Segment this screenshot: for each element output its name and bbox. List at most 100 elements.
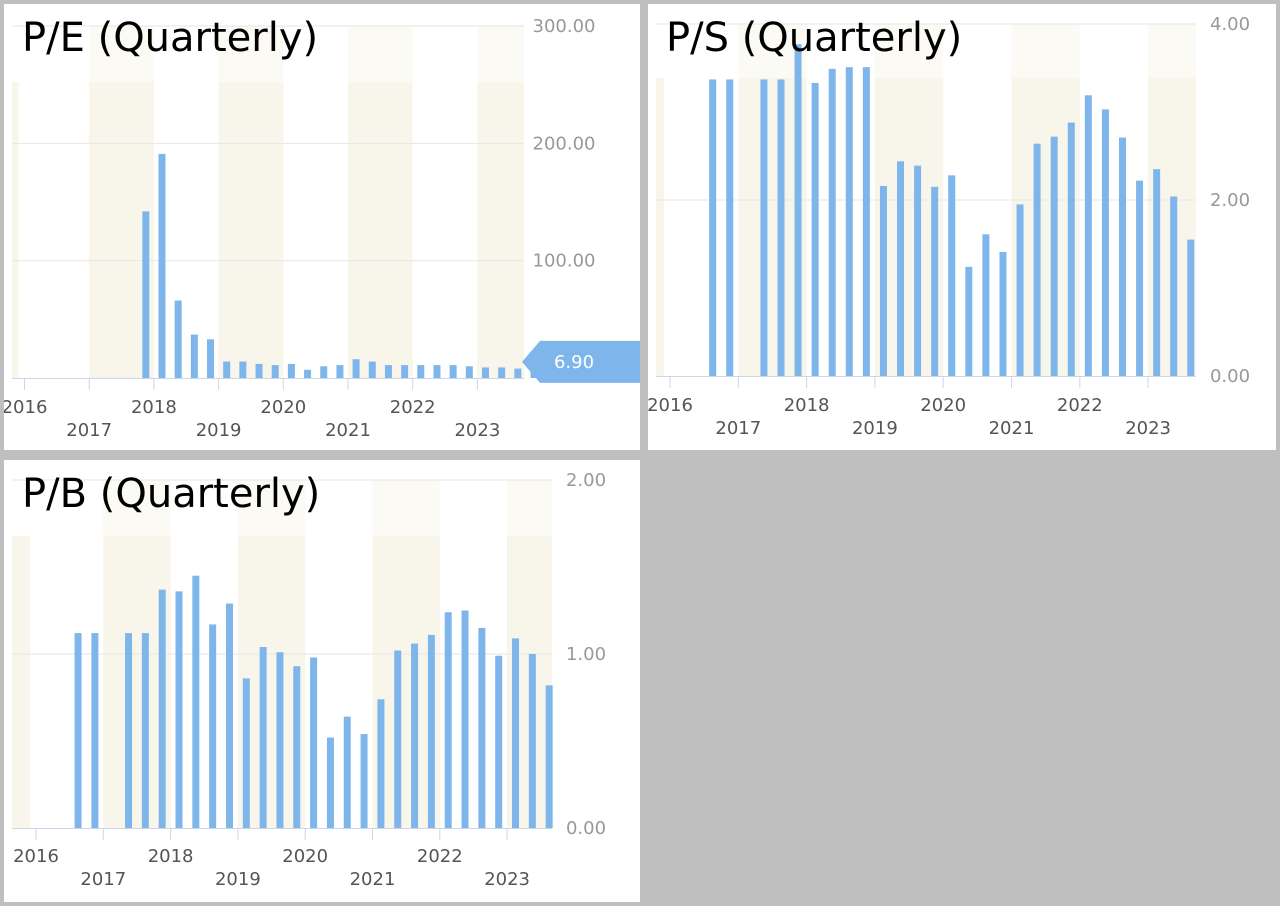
bar-2017Q4 bbox=[142, 211, 150, 378]
y-tick-label: 0.00 bbox=[1210, 366, 1250, 387]
year-band bbox=[477, 82, 524, 378]
bar-2019Q4 bbox=[271, 365, 279, 378]
bar-2019Q2 bbox=[259, 647, 267, 828]
bar-2017Q2 bbox=[125, 633, 133, 828]
bar-2023Q1 bbox=[481, 367, 489, 378]
bar-2019Q2 bbox=[897, 161, 905, 376]
bar-2017Q3 bbox=[141, 633, 149, 828]
pe-chart-title: P/E (Quarterly) bbox=[22, 15, 319, 61]
y-tick-label: 2.00 bbox=[566, 470, 606, 491]
bar-2021Q4 bbox=[1067, 122, 1075, 376]
y-tick-label: 0.00 bbox=[566, 818, 606, 839]
x-tick-label: 2022 bbox=[417, 846, 463, 867]
bar-2022Q3 bbox=[449, 365, 457, 378]
bar-2017Q2 bbox=[760, 79, 768, 376]
bar-2018Q2 bbox=[174, 300, 182, 378]
pe-chart-panel: 2016 2017 2018 2019 2020 2021 2022 2023 300.00 20… bbox=[4, 4, 640, 450]
year-band-edge bbox=[656, 78, 664, 376]
bar-2022Q2 bbox=[1101, 109, 1109, 377]
bar-2018Q4 bbox=[862, 67, 870, 376]
bar-2022Q1 bbox=[1084, 95, 1092, 376]
bar-2021Q4 bbox=[427, 634, 435, 828]
x-tick-label: 2021 bbox=[325, 420, 371, 441]
bar-2022Q1 bbox=[444, 612, 452, 828]
bar-2018Q1 bbox=[811, 82, 819, 377]
bar-2019Q4 bbox=[293, 666, 301, 828]
x-tick-label: 2016 bbox=[648, 395, 693, 416]
bar-2021Q2 bbox=[1033, 143, 1041, 376]
bar-2022Q2 bbox=[461, 610, 469, 828]
bar-2016Q4 bbox=[726, 79, 734, 376]
bar-2021Q2 bbox=[368, 361, 376, 378]
bar-2016Q3 bbox=[709, 79, 717, 376]
x-tick-label: 2019 bbox=[215, 869, 261, 890]
x-tick-label: 2017 bbox=[66, 420, 112, 441]
x-tick-label: 2018 bbox=[131, 397, 177, 418]
x-tick-label: 2021 bbox=[350, 869, 396, 890]
bar-2023Q3 bbox=[1187, 239, 1195, 376]
bar-2016Q3 bbox=[74, 633, 82, 828]
y-tick-label: 100.00 bbox=[533, 251, 596, 272]
ps-chart-svg: 2016 2017 2018 2019 2020 2021 2022 2023 4.00 2.00… bbox=[648, 14, 1250, 439]
bar-2018Q3 bbox=[845, 67, 853, 376]
x-tick-label: 2019 bbox=[196, 420, 242, 441]
y-tick-label: 4.00 bbox=[1210, 14, 1250, 35]
bar-2019Q2 bbox=[239, 361, 247, 378]
x-tick-label: 2023 bbox=[454, 420, 500, 441]
bar-2019Q1 bbox=[879, 185, 887, 376]
bar-2023Q2 bbox=[498, 367, 506, 378]
bar-2017Q4 bbox=[794, 44, 802, 377]
x-tick-label: 2020 bbox=[920, 395, 966, 416]
bar-2021Q3 bbox=[1050, 136, 1058, 376]
x-tick-label: 2019 bbox=[852, 418, 898, 439]
bar-2021Q3 bbox=[411, 643, 419, 828]
bar-2022Q3 bbox=[1118, 137, 1126, 376]
bar-2020Q4 bbox=[999, 251, 1007, 376]
current-value-label: 6.90 bbox=[554, 352, 594, 373]
y-tick-label: 2.00 bbox=[1210, 190, 1250, 211]
bar-2021Q2 bbox=[394, 650, 402, 828]
year-band-edge bbox=[12, 536, 30, 828]
bar-2018Q3 bbox=[190, 334, 198, 378]
bar-2022Q4 bbox=[465, 366, 473, 378]
bar-2017Q3 bbox=[777, 79, 785, 376]
bar-2018Q3 bbox=[209, 624, 217, 828]
x-tick-label: 2020 bbox=[260, 397, 306, 418]
x-tick-label: 2016 bbox=[13, 846, 59, 867]
bar-2018Q4 bbox=[207, 339, 215, 378]
x-tick-label: 2016 bbox=[4, 397, 47, 418]
year-band-edge bbox=[12, 82, 19, 378]
bar-2020Q3 bbox=[982, 234, 990, 376]
bar-2021Q4 bbox=[401, 365, 409, 378]
bar-2017Q4 bbox=[158, 589, 166, 828]
bar-2023Q1 bbox=[512, 638, 520, 828]
bar-2021Q1 bbox=[377, 699, 385, 828]
year-band bbox=[348, 82, 413, 378]
bar-2023Q3 bbox=[514, 368, 522, 378]
bar-2020Q2 bbox=[965, 266, 973, 376]
x-tick-label: 2023 bbox=[1125, 418, 1171, 439]
bar-2022Q4 bbox=[495, 655, 503, 828]
y-tick-label: 200.00 bbox=[533, 133, 596, 154]
ps-chart-title: P/S (Quarterly) bbox=[666, 15, 963, 61]
x-tick-label: 2017 bbox=[80, 869, 126, 890]
bar-2022Q2 bbox=[433, 365, 441, 378]
bar-2020Q3 bbox=[320, 366, 328, 378]
bar-2023Q2 bbox=[528, 654, 536, 828]
bar-2018Q2 bbox=[828, 68, 836, 376]
x-tick-label: 2017 bbox=[715, 418, 761, 439]
x-tick-label: 2018 bbox=[784, 395, 830, 416]
bar-2020Q1 bbox=[287, 363, 295, 378]
bar-2018Q2 bbox=[192, 575, 200, 828]
x-tick-label: 2020 bbox=[282, 846, 328, 867]
bar-2020Q4 bbox=[336, 365, 344, 378]
x-tick-label: 2022 bbox=[1057, 395, 1103, 416]
bar-2019Q3 bbox=[255, 363, 263, 378]
bar-2021Q1 bbox=[352, 359, 360, 378]
pb-chart-panel: 2016 2017 2018 2019 2020 2021 2022 2023 2.00 1.00… bbox=[4, 460, 640, 902]
x-tick-label: 2018 bbox=[148, 846, 194, 867]
bar-2022Q1 bbox=[417, 365, 425, 378]
bar-2020Q1 bbox=[310, 657, 318, 828]
year-band bbox=[218, 82, 284, 378]
bar-2018Q4 bbox=[225, 603, 233, 828]
